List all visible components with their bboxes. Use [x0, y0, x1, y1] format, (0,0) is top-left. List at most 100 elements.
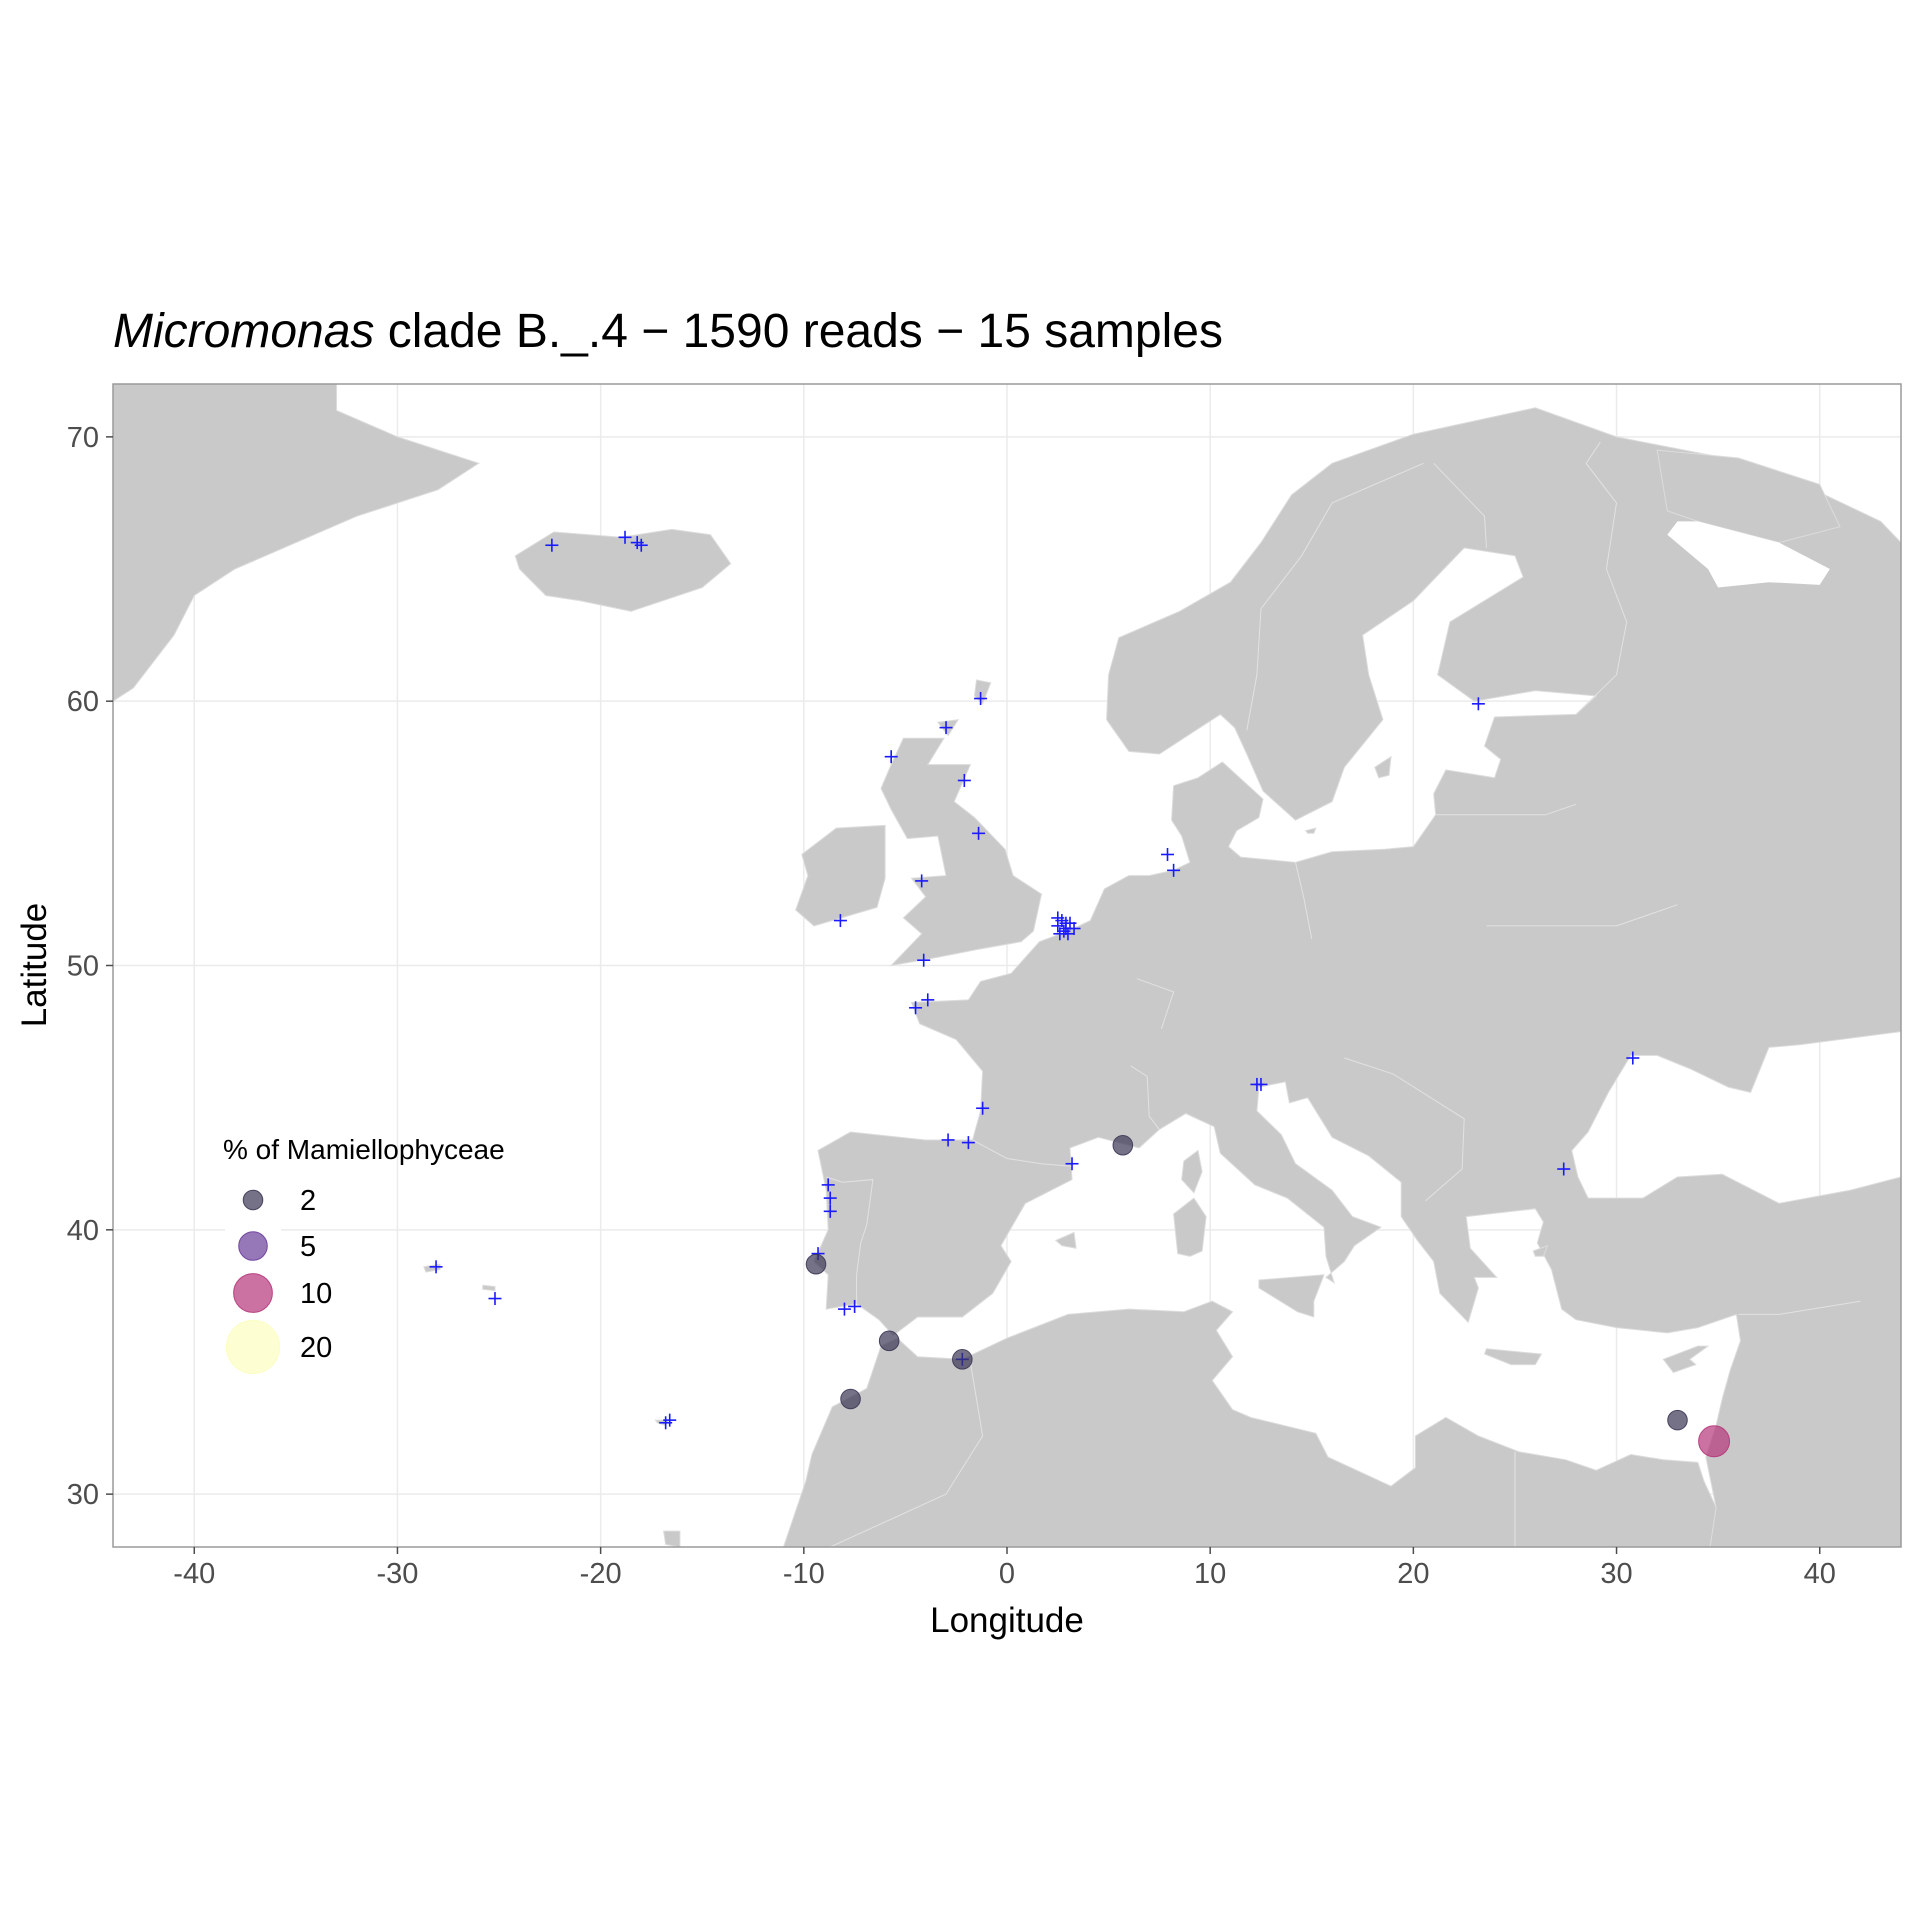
station-marker: [1471, 697, 1485, 711]
station-marker: [957, 773, 971, 787]
border-germany-poland: [1295, 862, 1313, 940]
sample-point: [805, 1253, 827, 1275]
border-finland-russia: [1575, 441, 1628, 715]
legend-key-10: [233, 1273, 273, 1313]
station-marker: [974, 692, 988, 706]
legend-label: 20: [300, 1332, 332, 1364]
land-canary: [663, 1530, 681, 1548]
sample-points: [805, 1134, 1731, 1458]
station-marker: [941, 1133, 955, 1147]
land-sardinia: [1173, 1197, 1207, 1257]
station-marker: [1059, 916, 1073, 930]
border-france-italy: [1130, 1065, 1160, 1130]
land-cyprus: [1662, 1345, 1710, 1374]
legend-items: 2 5 10 20: [225, 1172, 332, 1375]
border-belarus-ukraine: [1486, 904, 1678, 927]
station-marker: [915, 874, 929, 888]
country-borders: [826, 441, 1861, 1548]
land-corsica: [1181, 1149, 1203, 1194]
x-tick-label: -40: [173, 1558, 215, 1590]
legend-key-2: [242, 1189, 264, 1211]
land-greenland: [112, 383, 480, 703]
x-tick-label: 30: [1600, 1558, 1632, 1590]
x-tick-label: 40: [1804, 1558, 1836, 1590]
station-marker: [972, 826, 986, 840]
station-marker: [1061, 927, 1075, 941]
land-great-britain: [880, 737, 1043, 967]
legend-title: % of Mamiellophyceae: [223, 1134, 505, 1165]
legend-key-5: [238, 1231, 268, 1261]
border-france-germany: [1136, 978, 1175, 1030]
land-mallorca: [1054, 1231, 1077, 1249]
station-marker: [961, 1136, 975, 1150]
station-marker: [1065, 1157, 1079, 1171]
x-tick-label: -30: [376, 1558, 418, 1590]
station-marker: [917, 953, 931, 967]
station-marker: [837, 1302, 851, 1316]
station-marker: [1067, 921, 1081, 935]
y-axis: 30 40 50 60 70: [67, 422, 113, 1511]
land-azores-sao-miguel: [482, 1284, 496, 1292]
station-marker: [663, 1413, 677, 1427]
border-spain-portugal: [826, 1176, 874, 1304]
station-marker: [821, 1178, 835, 1192]
border-balkans: [1344, 1057, 1465, 1202]
sample-point: [1698, 1425, 1731, 1458]
x-axis: -40 -30 -20 -10 0 10 20 30 40: [173, 1547, 1836, 1590]
y-tick-label: 40: [67, 1215, 99, 1247]
sample-point: [1667, 1409, 1688, 1431]
border-baltics: [1435, 803, 1577, 816]
border-algeria-morocco: [829, 1361, 984, 1548]
x-tick-label: 0: [999, 1558, 1015, 1590]
station-marker: [1161, 847, 1175, 861]
map-panel: [112, 383, 1902, 1548]
sample-point: [1112, 1134, 1134, 1156]
station-marker: [1557, 1162, 1571, 1176]
station-marker: [1167, 863, 1181, 877]
station-marker: [634, 538, 648, 552]
legend-label: 10: [300, 1278, 332, 1310]
legend-key-20: [225, 1319, 281, 1375]
legend-label: 5: [300, 1231, 316, 1263]
station-marker: [848, 1299, 862, 1313]
station-marker: [823, 1191, 837, 1205]
station-marker: [909, 1001, 923, 1015]
land-crete: [1483, 1348, 1543, 1366]
station-marker: [1254, 1077, 1268, 1091]
y-tick-label: 60: [67, 686, 99, 718]
x-tick-label: -20: [580, 1558, 622, 1590]
land-sicily: [1258, 1274, 1325, 1318]
x-tick-label: 10: [1194, 1558, 1226, 1590]
legend-label: 2: [300, 1185, 316, 1217]
map-title: Micromonas clade B._.4 − 1590 reads − 15…: [113, 305, 1223, 358]
station-marker: [939, 721, 953, 735]
station-marker: [823, 1204, 837, 1218]
station-marker: [833, 914, 847, 928]
x-tick-label: -10: [783, 1558, 825, 1590]
station-marker: [1626, 1051, 1640, 1065]
station-marker: [1051, 911, 1065, 925]
y-axis-title: Latitude: [15, 903, 54, 1028]
station-marker: [618, 530, 632, 544]
border-sweden-finland: [1433, 462, 1487, 548]
station-marker: [429, 1260, 443, 1274]
title-genus: Micromonas: [113, 305, 374, 358]
land-ireland: [795, 824, 886, 927]
sample-point: [840, 1388, 861, 1410]
sea-white-sea: [1667, 521, 1830, 588]
station-marker: [884, 750, 898, 764]
legend: % of Mamiellophyceae 2 5 10 20: [223, 1134, 505, 1375]
station-marker: [921, 993, 935, 1007]
x-tick-label: 20: [1397, 1558, 1429, 1590]
sample-point: [952, 1349, 973, 1370]
y-tick-label: 30: [67, 1479, 99, 1511]
land-iceland: [514, 528, 732, 612]
station-markers: [429, 530, 1640, 1430]
land-gotland: [1374, 755, 1392, 779]
y-tick-label: 70: [67, 422, 99, 454]
x-axis-title: Longitude: [930, 1601, 1084, 1640]
land-aegean-lesvos: [1532, 1244, 1549, 1257]
sample-point: [878, 1330, 900, 1352]
border-france-spain: [972, 1139, 1073, 1167]
